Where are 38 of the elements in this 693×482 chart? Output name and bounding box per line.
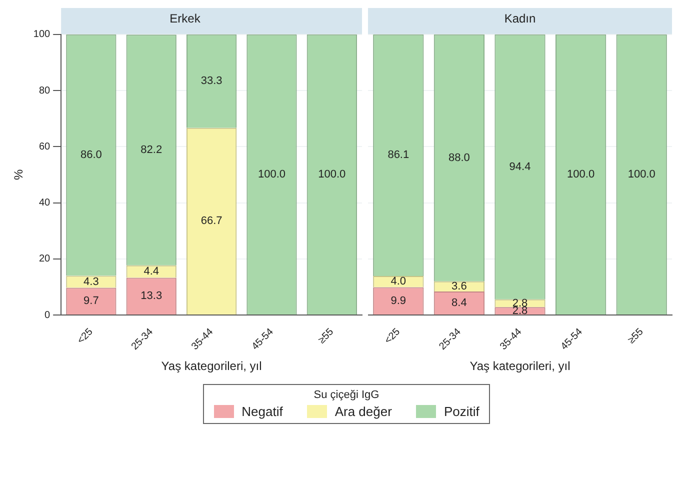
data-label: 100.0: [567, 168, 595, 180]
data-label: 4.0: [390, 276, 406, 288]
data-label: 82.2: [140, 144, 162, 156]
x-axis-title: Yaş kategorileri, yıl: [161, 359, 262, 374]
data-label: 4.3: [84, 276, 99, 288]
y-tick-label: 80: [38, 85, 51, 96]
data-label: 13.3: [140, 290, 162, 302]
chart-title: Erkek: [170, 12, 202, 26]
data-label: 9.9: [390, 294, 406, 307]
data-label: 100.0: [628, 168, 656, 180]
x-tick-label: ≥55: [626, 326, 646, 346]
x-tick-label: <25: [382, 326, 403, 346]
y-tick-label: 0: [44, 310, 51, 321]
data-label: 100.0: [318, 168, 346, 180]
legend-title: Su çiçeği IgG: [312, 389, 380, 401]
x-tick-label: ≥55: [316, 326, 336, 346]
legend-label: Ara değer: [334, 404, 392, 419]
x-tick-label: <25: [75, 326, 96, 346]
data-label: 8.4: [452, 297, 467, 310]
data-label: 86.0: [80, 149, 102, 162]
data-label: 88.0: [448, 152, 470, 164]
data-label: 3.6: [452, 280, 467, 292]
data-label: 4.4: [144, 266, 160, 278]
data-label: 33.3: [200, 75, 222, 88]
data-label: 66.7: [200, 215, 222, 228]
x-axis-title: Yaş kategorileri, yıl: [470, 359, 570, 374]
data-label: 94.4: [509, 160, 531, 173]
legend-label: Pozitif: [444, 404, 480, 419]
y-tick-label: 40: [38, 198, 51, 209]
data-label: 9.7: [84, 295, 99, 308]
y-tick-label: 100: [33, 29, 51, 40]
y-tick-label: 60: [38, 141, 51, 152]
chart-title: Kadın: [504, 12, 536, 26]
data-label: 100.0: [258, 168, 286, 180]
data-label: 86.1: [388, 149, 410, 162]
y-tick-label: 20: [38, 254, 51, 265]
legend-label: Negatif: [242, 404, 283, 419]
y-axis-title: %: [12, 169, 26, 180]
